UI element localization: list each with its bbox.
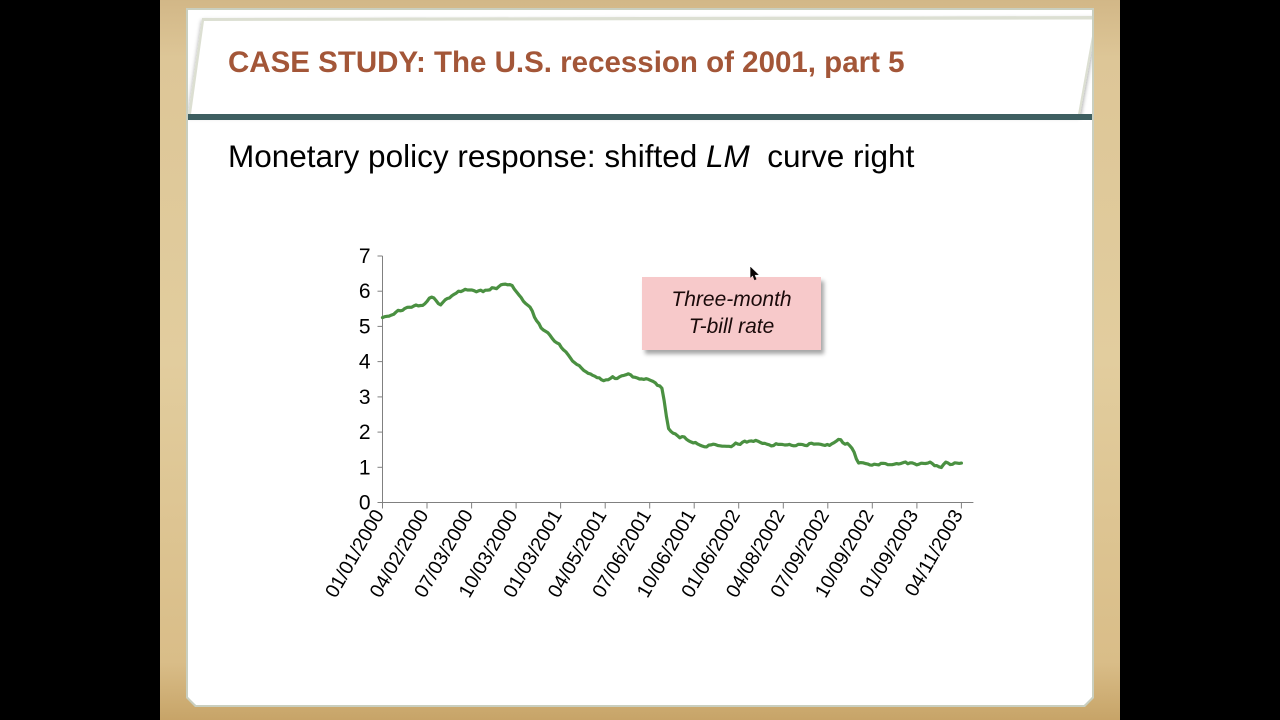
- svg-text:1: 1: [359, 456, 371, 479]
- svg-text:4: 4: [359, 351, 371, 374]
- svg-text:3: 3: [359, 386, 371, 409]
- svg-text:2: 2: [359, 421, 371, 444]
- svg-text:6: 6: [359, 280, 371, 303]
- svg-text:7: 7: [359, 245, 371, 268]
- svg-text:5: 5: [359, 315, 371, 338]
